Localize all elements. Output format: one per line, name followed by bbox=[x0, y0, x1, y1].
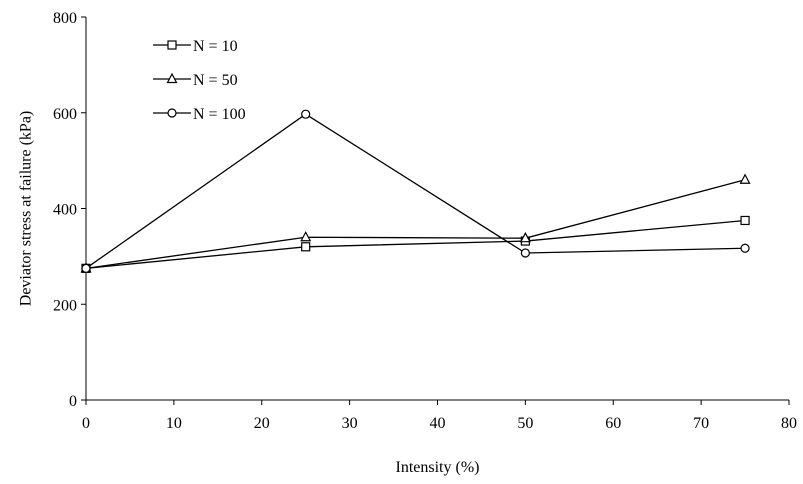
y-axis-title: Deviator stress at failure (kPa) bbox=[18, 111, 35, 306]
y-ticks: 0 200 400 600 800 bbox=[53, 10, 86, 410]
legend-label: N = 50 bbox=[193, 72, 238, 89]
data-point-circle bbox=[301, 109, 311, 119]
series-line bbox=[85, 219, 746, 269]
data-point-triangle bbox=[519, 231, 531, 243]
x-tick-label: 70 bbox=[693, 415, 709, 432]
x-axis-title: Intensity (%) bbox=[396, 459, 480, 476]
x-tick-label: 10 bbox=[166, 415, 182, 432]
data-point-square bbox=[301, 242, 311, 252]
series-layer bbox=[80, 109, 751, 273]
x-tick-label: 30 bbox=[342, 415, 358, 432]
series-line bbox=[85, 179, 746, 269]
y-tick-label: 400 bbox=[53, 202, 77, 219]
x-tick-label: 80 bbox=[781, 415, 797, 432]
x-ticks: 0 10 20 30 40 50 60 70 80 bbox=[82, 400, 797, 432]
legend-label: N = 100 bbox=[193, 106, 246, 123]
x-tick-label: 40 bbox=[430, 415, 446, 432]
series-line bbox=[85, 113, 746, 269]
data-point-square bbox=[740, 215, 750, 226]
series-square bbox=[81, 215, 750, 273]
x-tick-label: 0 bbox=[82, 415, 90, 432]
series-circle bbox=[81, 109, 750, 273]
legend-marker-triangle bbox=[166, 72, 178, 84]
x-tick-label: 60 bbox=[605, 415, 621, 432]
y-tick-label: 600 bbox=[53, 106, 77, 123]
legend-item: N = 100 bbox=[153, 106, 246, 123]
legend-label: N = 10 bbox=[193, 38, 238, 55]
data-point-circle bbox=[81, 263, 91, 273]
legend: N = 10 N = 50 N = 100 bbox=[153, 38, 246, 123]
legend-item: N = 50 bbox=[153, 72, 238, 89]
x-tick-label: 50 bbox=[517, 415, 533, 432]
series-triangle bbox=[80, 173, 751, 273]
y-tick-label: 0 bbox=[69, 393, 77, 410]
data-point-triangle bbox=[300, 230, 312, 242]
y-tick-label: 800 bbox=[53, 10, 77, 27]
y-tick-label: 200 bbox=[53, 297, 77, 314]
data-point-circle bbox=[520, 248, 530, 258]
legend-item: N = 10 bbox=[153, 38, 238, 55]
data-point-circle bbox=[740, 243, 750, 253]
legend-marker-circle bbox=[167, 108, 177, 118]
x-axis: 0 10 20 30 40 50 60 70 80 bbox=[82, 399, 797, 432]
data-point-triangle bbox=[739, 173, 751, 184]
x-tick-label: 20 bbox=[254, 415, 270, 432]
legend-marker-square bbox=[167, 40, 177, 50]
y-axis: 0 200 400 600 800 bbox=[53, 10, 87, 410]
